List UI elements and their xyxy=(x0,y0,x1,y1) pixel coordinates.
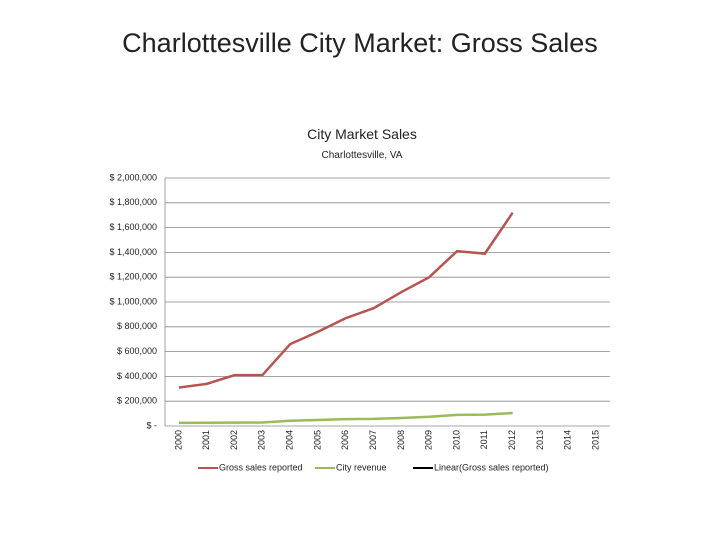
y-tick-label: $ 2,000,000 xyxy=(109,172,157,182)
y-tick-label: $ 600,000 xyxy=(117,346,157,356)
x-tick-label: 2003 xyxy=(257,430,267,450)
x-tick-label: 2008 xyxy=(396,430,406,450)
series-line xyxy=(178,411,513,425)
legend-label: Gross sales reported xyxy=(219,462,303,472)
y-tick-label: $ 1,800,000 xyxy=(109,197,157,207)
x-tick-label: 2014 xyxy=(563,430,573,450)
legend-label: City revenue xyxy=(336,462,387,472)
x-tick-label: 2002 xyxy=(229,430,239,450)
slide-title: Charlottesville City Market: Gross Sales xyxy=(122,28,598,58)
x-tick-label: 2009 xyxy=(424,430,434,450)
chart-title: City Market Sales xyxy=(307,126,417,142)
x-tick-label: 2013 xyxy=(535,430,545,450)
x-tick-label: 2006 xyxy=(340,430,350,450)
x-tick-label: 2001 xyxy=(201,430,211,450)
legend-label: Linear(Gross sales reported) xyxy=(434,462,549,472)
x-tick-label: 2000 xyxy=(173,430,183,450)
y-tick-label: $ 1,400,000 xyxy=(109,247,157,257)
y-tick-label: $ 1,600,000 xyxy=(109,222,157,232)
y-tick-label: $ 800,000 xyxy=(117,321,157,331)
x-tick-label: 2010 xyxy=(451,430,461,450)
y-tick-label: $ - xyxy=(146,420,157,430)
chart-subtitle: Charlottesville, VA xyxy=(322,150,403,161)
x-tick-label: 2012 xyxy=(507,430,517,450)
series-line xyxy=(178,212,514,389)
x-tick-label: 2005 xyxy=(312,430,322,450)
y-tick-label: $ 1,000,000 xyxy=(109,296,157,306)
x-tick-label: 2015 xyxy=(590,430,600,450)
y-tick-label: $ 200,000 xyxy=(117,396,157,406)
y-tick-label: $ 1,200,000 xyxy=(109,272,157,282)
x-tick-label: 2011 xyxy=(479,430,489,449)
y-tick-label: $ 400,000 xyxy=(117,371,157,381)
x-tick-label: 2004 xyxy=(285,430,295,450)
x-tick-label: 2007 xyxy=(368,430,378,450)
